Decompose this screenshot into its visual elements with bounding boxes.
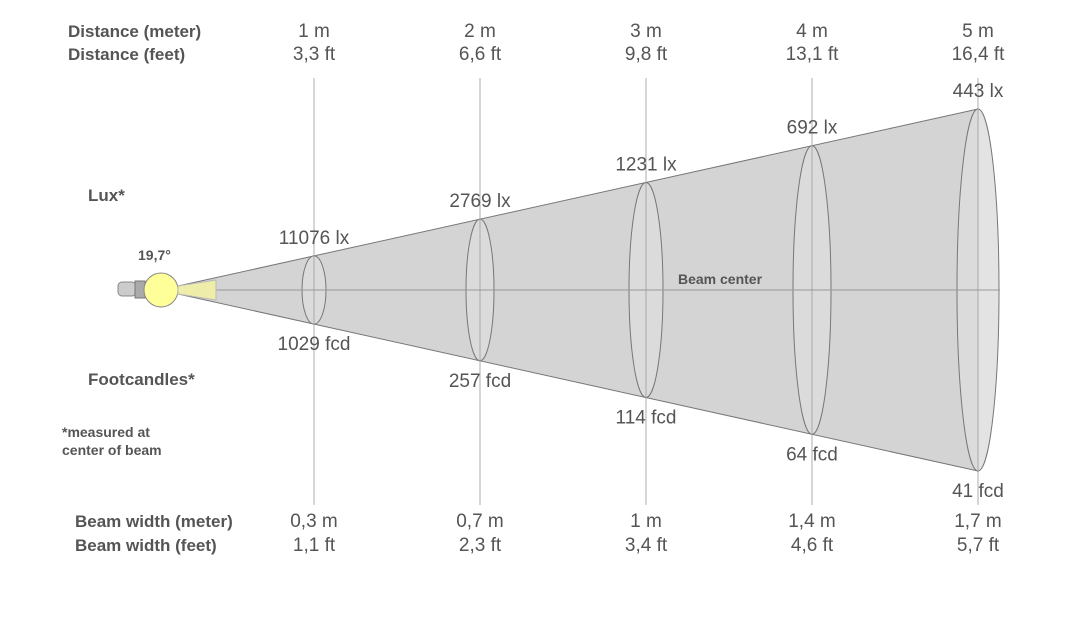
distance-feet-label: Distance (feet) — [68, 45, 185, 64]
fcd-value: 257 fcd — [449, 371, 511, 392]
beam-width-meter-label: Beam width (meter) — [75, 512, 233, 531]
beam-width-meter-value: 0,7 m — [456, 511, 504, 532]
beam-width-meter-value: 0,3 m — [290, 511, 338, 532]
distance-meter-value: 4 m — [796, 21, 828, 42]
lux-value: 2769 lx — [449, 191, 511, 212]
note-line1: *measured at — [62, 424, 150, 440]
fcd-value: 41 fcd — [952, 481, 1004, 502]
note-line2: center of beam — [62, 442, 162, 458]
lux-value: 443 lx — [953, 81, 1004, 102]
beam-width-feet-value: 4,6 ft — [791, 535, 834, 556]
distance-feet-value: 3,3 ft — [293, 44, 336, 65]
bulb-base-icon — [134, 280, 146, 299]
distance-meter-value: 2 m — [464, 21, 496, 42]
beam-center-label: Beam center — [678, 271, 763, 287]
distance-meter-label: Distance (meter) — [68, 22, 201, 41]
fcd-value: 64 fcd — [786, 444, 838, 465]
distance-feet-value: 9,8 ft — [625, 44, 668, 65]
beam-width-meter-value: 1 m — [630, 511, 662, 532]
beam-width-feet-value: 3,4 ft — [625, 535, 668, 556]
beam-width-feet-label: Beam width (feet) — [75, 536, 217, 555]
lux-value: 1231 lx — [615, 154, 677, 175]
distance-meter-value: 5 m — [962, 21, 994, 42]
bulb-icon — [143, 272, 179, 308]
beam-width-feet-value: 5,7 ft — [957, 535, 1000, 556]
bulb-thread-icon — [117, 281, 137, 297]
distance-feet-value: 6,6 ft — [459, 44, 502, 65]
lux-value: 692 lx — [787, 118, 838, 139]
beam-angle-wedge — [177, 279, 217, 301]
beam-width-feet-value: 1,1 ft — [293, 535, 336, 556]
lux-value: 11076 lx — [279, 228, 350, 249]
beam-width-meter-value: 1,4 m — [788, 511, 836, 532]
distance-meter-value: 3 m — [630, 21, 662, 42]
distance-feet-value: 13,1 ft — [786, 44, 840, 65]
beam-angle-label: 19,7° — [138, 247, 171, 263]
beam-width-feet-value: 2,3 ft — [459, 535, 502, 556]
lux-label: Lux* — [88, 186, 125, 205]
distance-feet-value: 16,4 ft — [952, 44, 1006, 65]
beam-width-meter-value: 1,7 m — [954, 511, 1002, 532]
fcd-value: 1029 fcd — [278, 334, 351, 355]
fcd-value: 114 fcd — [616, 408, 677, 429]
distance-meter-value: 1 m — [298, 21, 330, 42]
footcandles-label: Footcandles* — [88, 370, 195, 389]
